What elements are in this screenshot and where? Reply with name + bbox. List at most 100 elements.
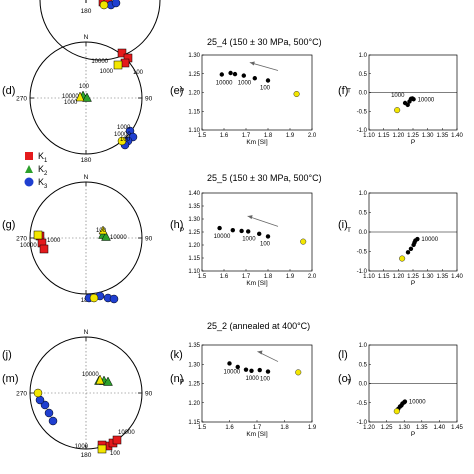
panel-label: (o) [338,373,351,385]
y-tick-label: 1.0 [359,343,368,349]
y-tick-label: -0.5 [357,401,368,407]
y-tick-label: 1.15 [188,420,200,426]
panel-label: (n) [170,373,183,385]
highlight-marker [89,293,99,303]
x-tick-label: 1.25 [407,133,419,139]
x-axis-label: Km [SI] [246,431,268,438]
freq-label: 10000 [418,97,435,103]
highlight-point [295,369,302,376]
data-point [246,229,251,234]
legend-k: K [38,164,44,174]
data-point [243,367,249,372]
y-tick-label: -0.5 [357,109,368,115]
freq-label: 100 [260,241,271,247]
east-label: 90 [145,391,153,398]
y-axis-label: P [180,379,184,386]
panel-label: (k) [170,349,183,361]
freq-label: 100 [133,70,144,76]
k3-marker [48,416,58,426]
x-tick-label: 1.10 [363,133,375,139]
x-tick-label: 1.9 [286,133,295,139]
freq-label: 1000 [64,100,78,106]
panel-label: (g) [2,219,15,231]
south-label: 180 [81,452,92,459]
data-point [402,399,408,404]
legend-sub: 2 [44,171,48,177]
x-tick-label: 1.7 [253,425,262,431]
y-tick-label: 1.25 [188,230,200,236]
east-label: 90 [145,236,153,243]
west-label: 270 [16,391,27,398]
data-point [405,250,411,255]
panel-label: (f) [338,85,348,97]
highlight-marker [75,91,85,102]
y-tick-label: 1.20 [188,401,200,407]
x-tick-label: 1.9 [286,274,295,280]
y-tick-label: 0.0 [359,91,368,97]
freq-label: 100 [79,84,90,90]
data-point [408,246,414,251]
x-tick-label: 1.5 [198,133,207,139]
y-tick-label: 1.15 [188,256,200,262]
x-tick-label: 1.20 [363,425,375,431]
data-point [265,78,271,83]
frequency-arrowhead [257,350,263,355]
data-point [227,361,232,366]
data-point [232,71,238,77]
y-tick-label: 1.35 [188,204,200,210]
data-point [249,368,254,373]
highlight-marker [99,0,109,10]
highlight-marker [98,225,108,235]
panel-label: (i) [338,219,348,231]
y-tick-label: 0.5 [359,211,368,217]
y-tick-label: 1.30 [188,217,200,223]
legend-k: K [38,177,44,187]
legend-marker-k2 [25,165,33,173]
y-tick-label: 1.30 [188,53,200,59]
frequency-arrow [247,215,279,227]
x-tick-label: 1.35 [436,274,448,280]
y-axis-label: P [180,88,184,95]
x-tick-label: 2.0 [308,133,317,139]
k2-marker [101,231,111,241]
panel-label: (l) [338,349,348,361]
freq-label: 100 [260,377,271,383]
y-tick-label: 1.0 [359,191,368,197]
data-point [405,102,410,108]
freq-label: 10000 [110,235,127,241]
legend-label: K1 [38,151,48,164]
y-tick-label: 1.10 [188,128,200,134]
frequency-arrowhead [249,61,255,66]
stereonet-partial: 180 [39,0,161,61]
x-tick-label: 1.7 [242,133,251,139]
freq-label: 10000 [118,430,135,436]
scatter-plot: 1.10 1.15 1.20 1.25 1.30 1.35 1.40 -1.0 -0.5 0.0 0… [347,191,463,287]
k3-marker [111,0,121,8]
x-tick-label: 1.35 [436,133,448,139]
legend-marker-k3 [24,177,34,187]
data-point [265,369,271,374]
x-tick-label: 1.25 [407,274,419,280]
freq-label: 1000 [117,125,131,131]
west-label: 270 [16,236,27,243]
data-point [241,73,246,78]
y-tick-label: 1.20 [188,91,200,97]
freq-label: 10000 [216,81,233,87]
data-point [228,70,233,76]
x-tick-label: 1.6 [220,274,229,280]
x-tick-label: 1.20 [392,133,404,139]
plot-frame [201,344,313,423]
data-point [411,97,416,102]
plot-title: 25_4 (150 ± 30 MPa, 500°C) [207,37,322,47]
data-point [230,227,235,233]
x-tick-label: 1.5 [198,274,207,280]
y-tick-label: 1.20 [188,243,200,249]
freq-label: 10000 [62,94,79,100]
panel-label: (d) [2,85,15,97]
freq-label: 10000 [409,400,426,406]
freq-label: 1000 [100,69,114,75]
x-tick-label: 1.30 [422,133,434,139]
data-point [415,236,420,242]
y-tick-label: 1.40 [188,191,200,197]
x-tick-label: 1.30 [398,425,410,431]
